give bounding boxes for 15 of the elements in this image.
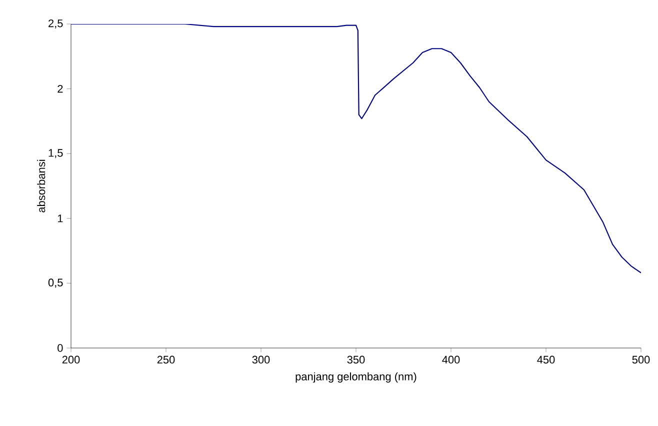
y-tick-label: 2,5 — [48, 19, 63, 29]
y-tick-label: 1,5 — [48, 149, 63, 158]
y-tick-label: 1 — [58, 214, 63, 222]
x-tick-label: 250 — [157, 356, 175, 364]
x-tick-label: 450 — [537, 356, 555, 364]
x-tick-label: 200 — [62, 356, 80, 364]
x-tick-label: 350 — [347, 356, 365, 364]
x-tick-label: 400 — [442, 356, 460, 364]
x-axis-title: panjang gelombang (nm) — [296, 372, 416, 383]
x-tick-label: 500 — [632, 356, 650, 364]
y-tick-label: 2 — [58, 84, 63, 93]
y-axis-title: absorbansi — [37, 160, 46, 212]
x-tick-label: 300 — [252, 356, 270, 364]
y-tick-label: 0,5 — [48, 278, 63, 288]
y-tick-label: 0 — [58, 344, 63, 352]
